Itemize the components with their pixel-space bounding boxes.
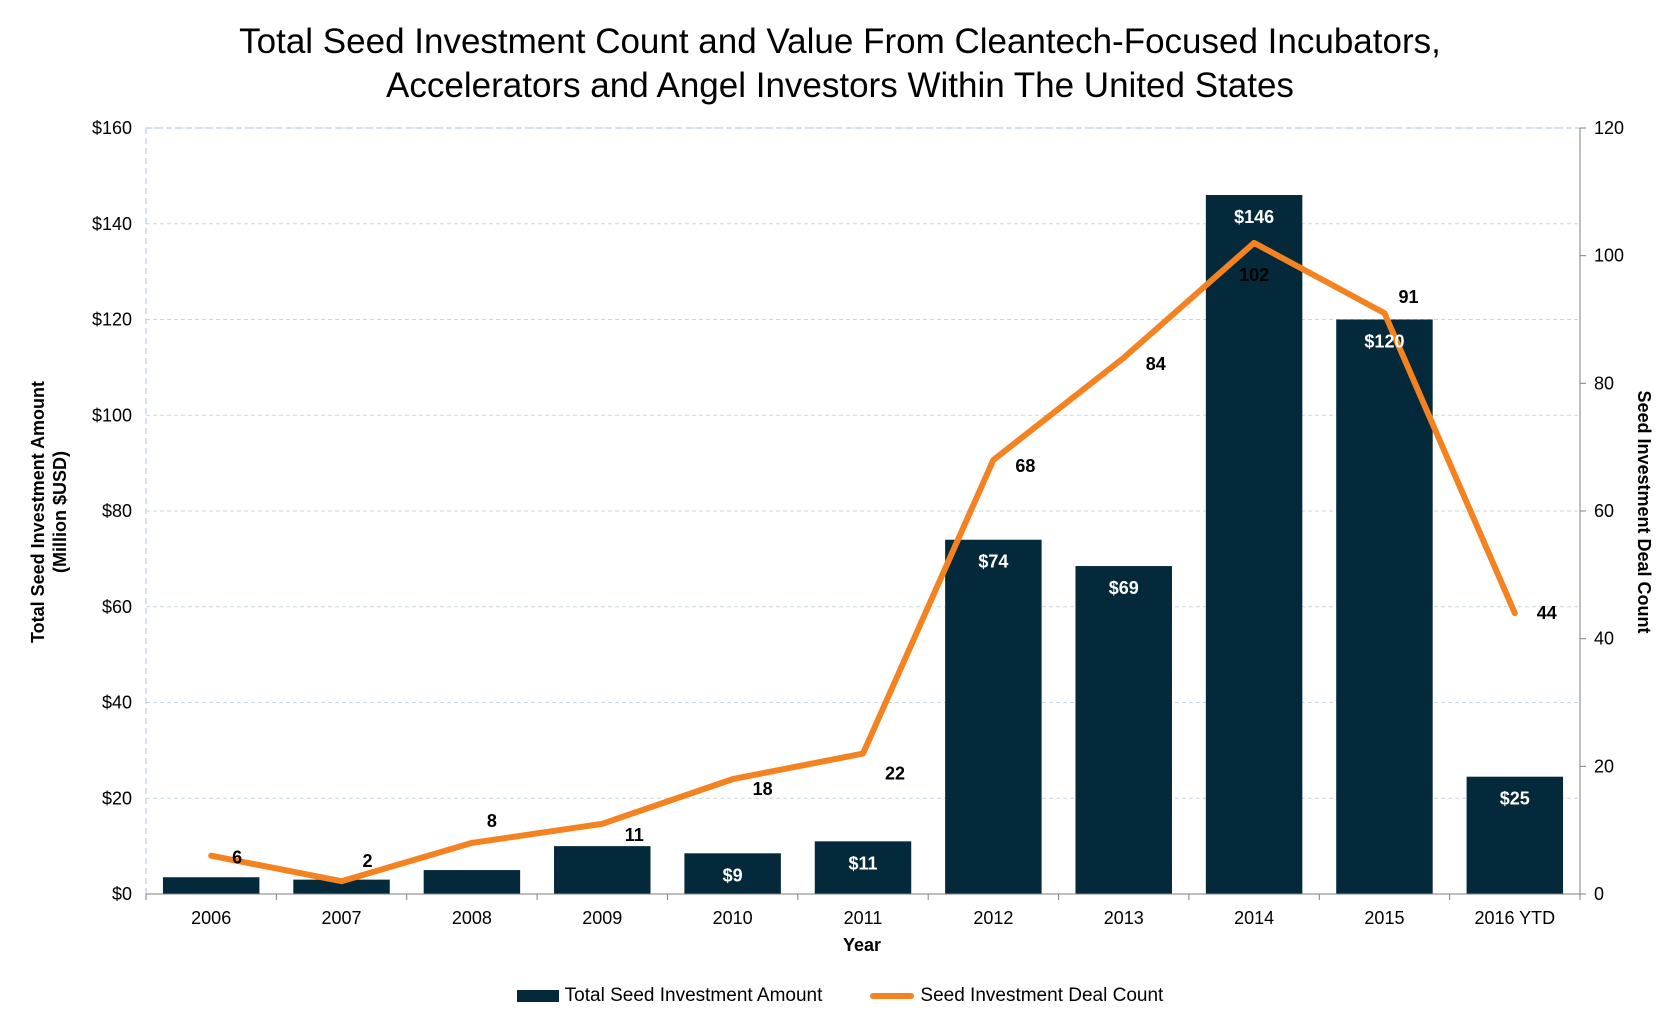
y-tick-label: $40 (102, 693, 132, 713)
x-category-label: 2009 (582, 908, 622, 928)
line-value-label: 84 (1146, 354, 1166, 374)
legend-swatch-bar (516, 990, 559, 1002)
line-value-label: 11 (625, 825, 644, 845)
y2-tick-label: 80 (1594, 373, 1614, 393)
chart-title-line-1: Total Seed Investment Count and Value Fr… (239, 22, 1441, 61)
x-category-label: 2010 (713, 908, 753, 928)
bar-value-label: $69 (1109, 578, 1139, 598)
legend-label-amount: Total Seed Investment Amount (564, 985, 823, 1006)
bar-value-label: $74 (978, 552, 1008, 572)
bar-value-label: $120 (1364, 332, 1404, 352)
y2-axis-title: Seed Investment Deal Count (1634, 390, 1654, 633)
bar (945, 539, 1042, 894)
line-value-label: 6 (232, 848, 242, 868)
line-value-label: 91 (1398, 287, 1418, 307)
axes: $0 $20 $40 $60 $80 $100 $120 $140 $160 0 20 40 60 80 1… (92, 118, 1624, 928)
x-category-label: 2013 (1104, 908, 1144, 928)
y2-tick-label: 20 (1594, 756, 1614, 776)
bar (293, 879, 390, 894)
line-value-label: 18 (753, 779, 773, 799)
chart-title-line-2: Accelerators and Angel Investors Within … (386, 66, 1294, 105)
y2-tick-label: 60 (1594, 501, 1614, 521)
deal-count-line (208, 239, 1518, 885)
data-labels: $9 $11 $74 $69 $146 $120 $25 6 2 8 11 18 22 68 84 102 91… (232, 207, 1557, 885)
bar (814, 841, 912, 894)
bar (554, 846, 651, 894)
gridlines (145, 127, 1580, 894)
bar (1075, 566, 1172, 894)
x-category-label: 2016 YTD (1474, 908, 1555, 928)
x-category-label: 2007 (322, 908, 362, 928)
x-category-label: 2011 (844, 908, 883, 928)
x-category-label: 2008 (452, 908, 492, 928)
deal-count-line-group (208, 239, 1518, 885)
line-value-label: 8 (487, 811, 497, 831)
y-tick-label: $0 (112, 884, 132, 904)
x-category-label: 2015 (1364, 908, 1404, 928)
line-value-label: 44 (1537, 603, 1557, 623)
y-axis-title-line-1: Total Seed Investment Amount (28, 381, 48, 643)
bar (684, 853, 781, 894)
y-tick-label: $120 (92, 310, 132, 330)
bar (1466, 776, 1564, 894)
y-axis-title-line-2: (Million $USD) (50, 451, 70, 573)
bar (162, 877, 260, 894)
x-category-label: 2012 (973, 908, 1013, 928)
y2-tick-label: 0 (1594, 884, 1604, 904)
y-tick-label: $100 (92, 405, 132, 425)
legend-item-amount: Total Seed Investment Amount (516, 985, 823, 1007)
line-value-label: 2 (363, 851, 373, 871)
line-value-label: 68 (1015, 456, 1035, 476)
y2-tick-label: 40 (1594, 629, 1614, 649)
x-category-label: 2006 (191, 908, 231, 928)
legend-label-deal-count: Seed Investment Deal Count (920, 985, 1164, 1006)
bar (1205, 195, 1303, 894)
legend-item-deal-count: Seed Investment Deal Count (870, 985, 1163, 1007)
y-tick-label: $20 (102, 788, 132, 808)
bar-value-label: $9 (723, 865, 743, 885)
chart-title: Total Seed Investment Count and Value Fr… (0, 20, 1680, 108)
y2-tick-label: 100 (1594, 246, 1624, 266)
legend: Total Seed Investment Amount Seed Invest… (0, 985, 1680, 1007)
legend-swatch-line (870, 993, 915, 999)
line-value-label: 102 (1239, 265, 1269, 285)
line-value-label: 22 (885, 764, 905, 784)
bar-value-label: $11 (848, 853, 877, 873)
bar-value-label: $25 (1500, 789, 1530, 809)
bars (162, 195, 1564, 894)
bar (1336, 319, 1433, 894)
x-axis-title: Year (843, 935, 881, 955)
x-category-label: 2014 (1234, 908, 1274, 928)
y-tick-label: $160 (92, 118, 132, 138)
bar-value-label: $146 (1234, 207, 1274, 227)
y2-tick-label: 120 (1594, 118, 1624, 138)
bar (423, 870, 521, 894)
y-tick-label: $80 (102, 501, 132, 521)
y-tick-label: $140 (92, 214, 132, 234)
y-tick-label: $60 (102, 597, 132, 617)
